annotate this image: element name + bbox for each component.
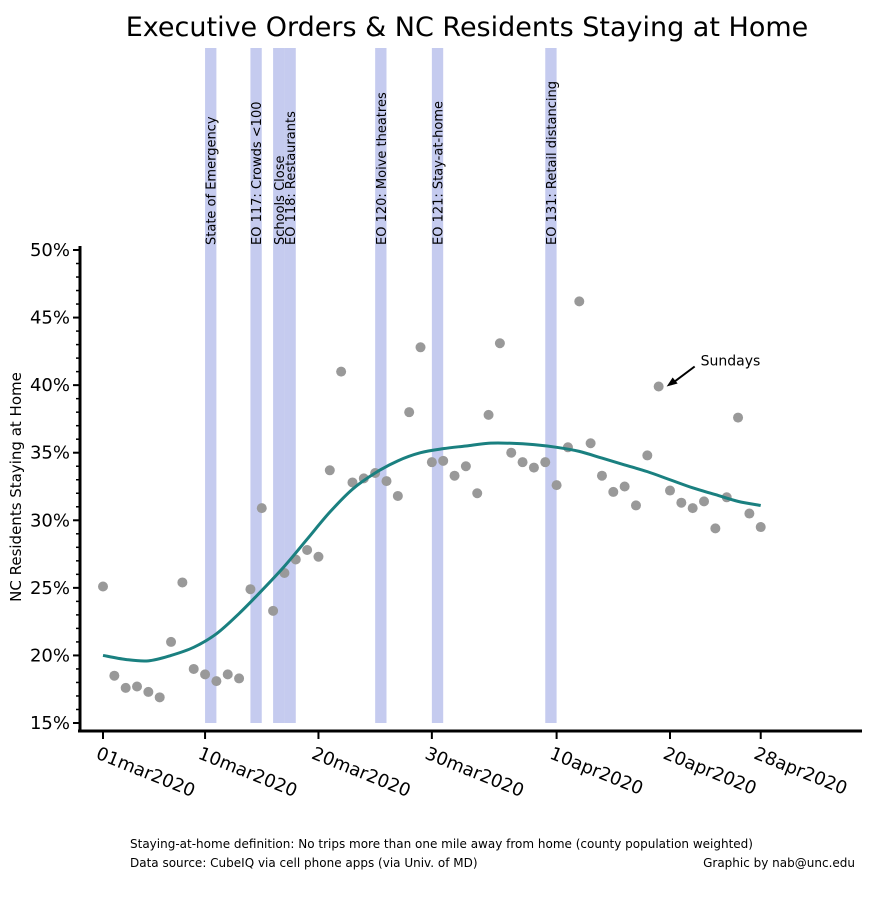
data-point: [211, 676, 222, 687]
data-point: [415, 342, 426, 353]
data-point: [574, 296, 585, 307]
data-point: [222, 669, 233, 680]
event-band: [545, 48, 557, 723]
annotation-label: Sundays: [701, 353, 761, 369]
event-label: EO 120: Moive theatres: [375, 92, 390, 245]
event-label: Schools Close: [273, 156, 288, 245]
data-point: [472, 488, 483, 499]
event-label: State of Emergency: [205, 116, 220, 245]
data-point: [188, 663, 199, 674]
data-point: [177, 577, 188, 588]
data-point: [460, 461, 471, 472]
event-label: EO 118: Restaurants: [284, 111, 299, 245]
data-point: [755, 522, 766, 533]
footnote-source: Data source: CubeIQ via cell phone apps …: [130, 856, 478, 870]
data-point: [154, 692, 165, 703]
event-band: [273, 48, 285, 723]
data-point: [166, 636, 177, 647]
x-tick-label: 20mar2020: [309, 743, 414, 802]
y-tick-label: 35%: [30, 443, 70, 464]
data-point: [120, 682, 131, 693]
data-point: [347, 477, 358, 488]
data-point: [540, 457, 551, 468]
data-point: [551, 480, 562, 491]
event-bands: State of Emergency EO 117: Crowds <100 Sch…: [205, 48, 560, 723]
data-point: [642, 450, 653, 461]
y-axis-label: NC Residents Staying at Home: [7, 372, 25, 602]
data-point: [324, 465, 335, 476]
data-point: [517, 457, 528, 468]
x-tick-label: 20apr2020: [660, 743, 759, 799]
data-point: [302, 545, 313, 556]
data-point: [744, 508, 755, 519]
x-tick-label: 10mar2020: [195, 743, 300, 802]
footnote-definition: Staying-at-home definition: No trips mor…: [130, 837, 753, 851]
event-band: [250, 48, 262, 723]
data-point: [438, 455, 449, 466]
scatter-points: [98, 296, 766, 703]
chart-title: Executive Orders & NC Residents Staying …: [126, 12, 809, 43]
x-tick-label: 01mar2020: [93, 743, 198, 802]
data-point: [143, 686, 154, 697]
data-point: [483, 409, 494, 420]
data-point: [256, 503, 267, 514]
footnote-credit: Graphic by nab@unc.edu: [703, 856, 855, 870]
x-tick-label: 10apr2020: [547, 743, 646, 799]
y-tick-label: 25%: [30, 578, 70, 599]
data-point: [699, 496, 710, 507]
fit-line: [102, 441, 761, 663]
data-point: [665, 485, 675, 496]
data-point: [234, 673, 245, 684]
axes: 15% 20% 25% 30% 35% 40% 45% 50% 01mar202010mar20…: [30, 240, 862, 802]
data-point: [494, 338, 505, 349]
event-band: [205, 48, 217, 723]
data-point: [733, 412, 744, 423]
y-tick-label: 15%: [30, 713, 70, 734]
data-point: [596, 470, 607, 481]
event-label: EO 131: Retail distancing: [545, 81, 560, 245]
data-point: [200, 669, 211, 680]
data-point: [313, 551, 324, 562]
data-point: [506, 447, 517, 458]
data-point: [381, 476, 392, 487]
event-label: EO 121: Stay-at-home: [432, 101, 447, 245]
event-band: [431, 48, 444, 723]
data-point: [676, 497, 687, 508]
data-point: [404, 407, 415, 418]
data-point: [619, 481, 630, 492]
x-tick-label: 28apr2020: [751, 743, 850, 799]
data-point: [132, 681, 143, 692]
annotation-arrowhead: [666, 377, 678, 387]
data-point: [268, 605, 279, 616]
event-band: [375, 48, 387, 723]
y-tick-label: 30%: [30, 510, 70, 531]
data-point: [98, 581, 108, 592]
data-point: [392, 490, 403, 501]
data-point: [336, 366, 347, 377]
data-point: [608, 486, 619, 497]
y-tick-label: 20%: [30, 645, 70, 666]
y-tick-label: 45%: [30, 308, 70, 329]
y-tick-label: 50%: [30, 240, 70, 261]
data-point: [710, 523, 721, 534]
data-point: [449, 470, 460, 481]
data-point: [528, 462, 539, 473]
data-point: [109, 670, 120, 681]
data-point: [653, 381, 664, 392]
event-band: [284, 48, 296, 723]
data-point: [630, 500, 641, 511]
x-tick-label: 30mar2020: [422, 743, 527, 802]
data-point: [585, 438, 596, 449]
annotations: Sundays: [666, 353, 761, 387]
data-point: [245, 584, 256, 595]
data-point: [426, 457, 437, 468]
y-tick-label: 40%: [30, 375, 70, 396]
data-point: [687, 503, 698, 514]
event-label: EO 117: Crowds <100: [250, 102, 265, 246]
